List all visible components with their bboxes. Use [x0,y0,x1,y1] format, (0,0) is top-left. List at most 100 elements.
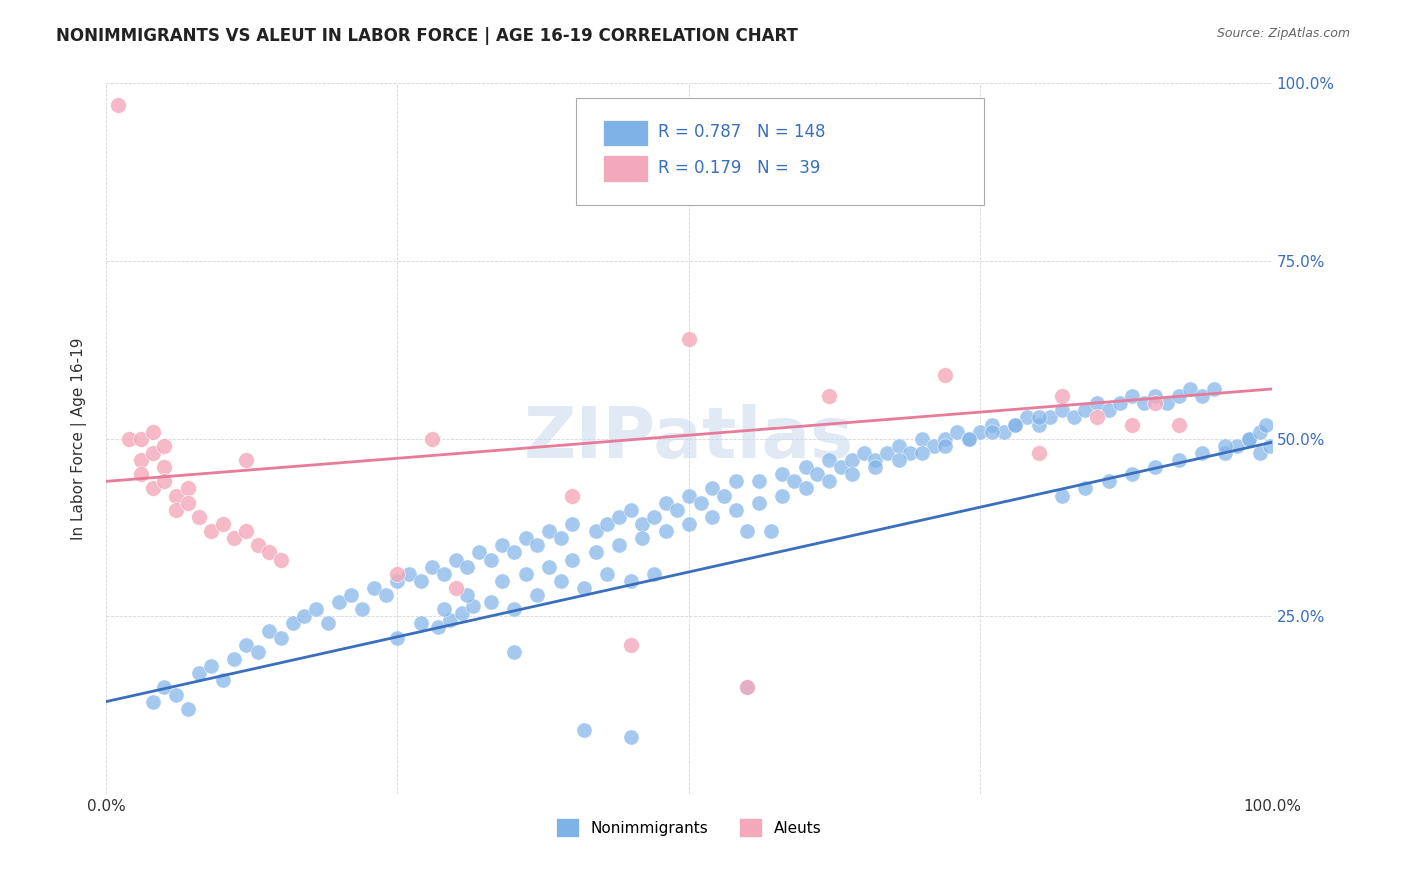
Point [142,695,165,709]
Point [142,482,165,496]
Point [387,566,409,581]
Point [702,482,724,496]
Point [818,453,841,467]
Point [153,475,176,489]
Point [981,425,1004,439]
Point [1237,432,1260,446]
Point [165,688,187,702]
Point [911,432,934,446]
Point [450,606,472,620]
Point [585,524,607,538]
Point [702,509,724,524]
Point [444,581,467,595]
Point [887,439,910,453]
Point [1167,417,1189,432]
Point [503,602,526,616]
Point [292,609,315,624]
Point [1015,410,1038,425]
Point [1074,403,1097,417]
Point [770,489,793,503]
Point [794,460,817,475]
Point [620,574,643,588]
Point [456,559,478,574]
Point [1237,432,1260,446]
Point [1098,475,1121,489]
Point [1004,417,1026,432]
Point [270,552,292,566]
Point [1213,446,1236,460]
Point [1132,396,1154,410]
Point [463,599,485,613]
Point [1191,446,1213,460]
Point [515,566,537,581]
Point [934,432,956,446]
Point [724,503,747,517]
Point [830,460,852,475]
Point [503,545,526,559]
Point [678,516,700,531]
Point [794,482,817,496]
Point [224,652,246,666]
Point [1249,446,1271,460]
Point [1144,396,1167,410]
Point [748,475,770,489]
Point [911,446,934,460]
Text: R = 0.787   N = 148: R = 0.787 N = 148 [658,123,825,141]
Point [620,638,643,652]
Point [491,574,513,588]
Point [374,588,396,602]
Point [841,467,863,482]
Point [735,524,758,538]
Point [200,524,222,538]
Point [643,566,665,581]
Point [515,531,537,545]
Point [666,503,689,517]
Point [433,602,456,616]
Point [211,673,233,688]
Point [1050,389,1073,403]
Point [585,545,607,559]
Point [735,681,758,695]
Point [561,516,583,531]
Point [783,475,806,489]
Point [142,425,165,439]
Point [129,432,152,446]
Point [922,439,945,453]
Point [596,566,619,581]
Point [1254,417,1277,432]
Point [142,446,165,460]
Point [129,467,152,482]
Point [934,439,956,453]
Point [1050,489,1073,503]
Point [305,602,328,616]
Point [153,681,176,695]
Point [1156,396,1178,410]
Point [724,475,747,489]
Point [957,432,980,446]
Point [503,645,526,659]
Point [491,538,513,552]
Point [439,613,461,627]
Point [235,638,257,652]
Point [631,531,654,545]
Point [387,574,409,588]
Point [188,509,211,524]
Point [118,432,141,446]
Point [550,574,572,588]
Text: ZIPatlas: ZIPatlas [524,404,853,474]
Point [176,482,198,496]
Point [176,702,198,716]
Point [946,425,969,439]
Point [409,574,432,588]
Point [689,496,711,510]
Point [409,616,432,631]
Point [165,489,187,503]
Point [678,332,700,346]
Point [607,509,630,524]
Point [1039,410,1062,425]
Point [257,545,280,559]
Point [876,446,898,460]
Point [654,524,676,538]
Point [479,595,502,609]
Point [561,552,583,566]
